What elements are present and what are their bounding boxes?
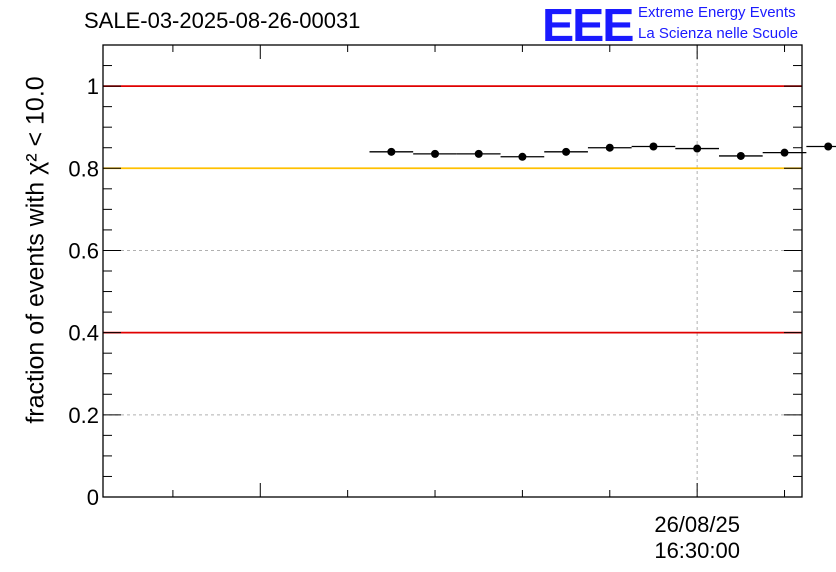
data-point [693, 144, 702, 153]
data-point [518, 152, 527, 161]
data-point [780, 148, 789, 157]
data-point [431, 149, 440, 158]
y-tick-label: 1 [87, 74, 99, 99]
x-tick-time-label: 16:30:00 [654, 538, 740, 563]
y-tick-label: 0.4 [68, 321, 99, 346]
chart-title: SALE-03-2025-08-26-00031 [84, 8, 361, 33]
logo-mark: EEE [542, 0, 634, 51]
y-tick-label: 0 [87, 485, 99, 510]
data-point [649, 142, 658, 151]
data-point [562, 147, 571, 156]
data-point [474, 149, 483, 158]
data-point [387, 147, 396, 156]
x-tick-date-label: 26/08/25 [654, 512, 740, 537]
data-point [736, 151, 745, 160]
y-tick-label: 0.2 [68, 403, 99, 428]
logo-line-1: Extreme Energy Events [638, 4, 796, 21]
y-tick-label: 0.6 [68, 238, 99, 263]
eee-logo: EEE Extreme Energy Events La Scienza nel… [542, 0, 828, 51]
data-point [605, 143, 614, 152]
y-tick-label: 0.8 [68, 156, 99, 181]
logo-line-2: La Scienza nelle Scuole [638, 25, 799, 42]
data-point [824, 142, 833, 151]
